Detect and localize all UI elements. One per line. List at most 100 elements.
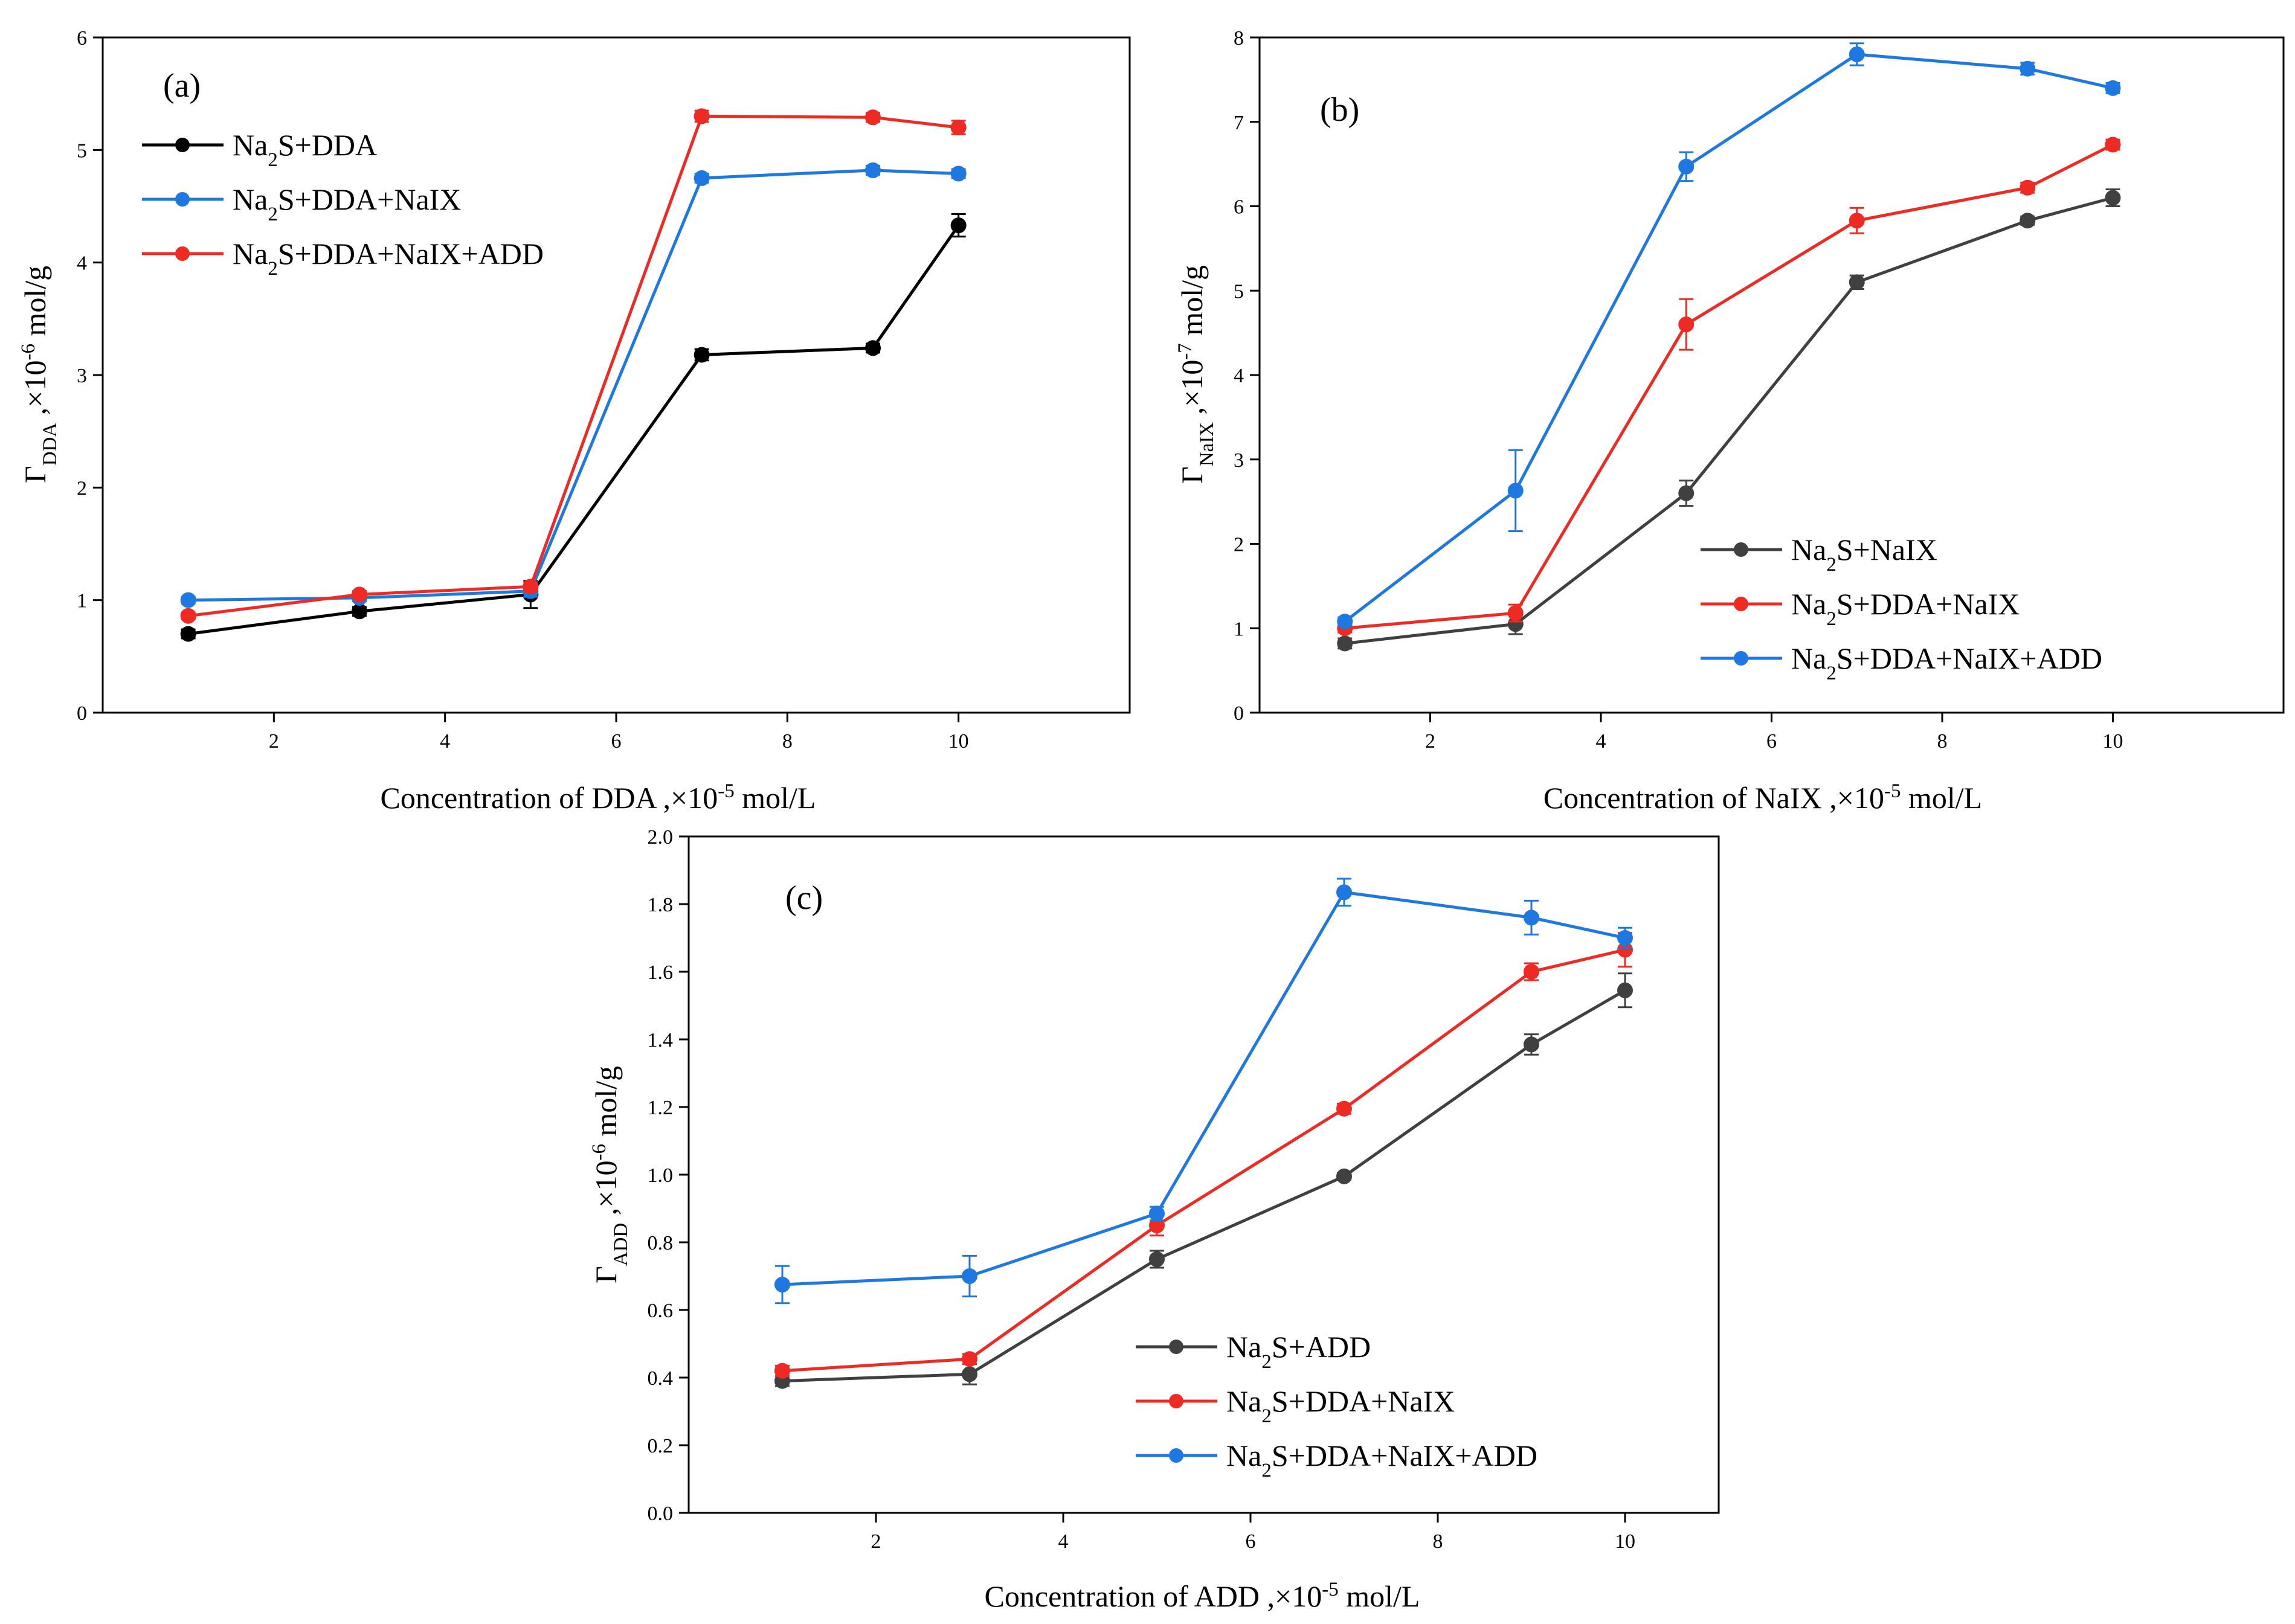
data-point	[962, 1351, 977, 1367]
legend-swatch-marker	[1169, 1448, 1183, 1463]
data-point	[865, 109, 881, 126]
x-tick-label: 6	[611, 730, 622, 753]
legend-label: Na2S+DDA+NaIX	[1791, 587, 2020, 630]
y-tick-label: 0.0	[648, 1503, 674, 1525]
series-line	[782, 989, 1626, 1383]
data-point	[865, 340, 881, 356]
data-point	[1678, 316, 1695, 333]
x-tick-label: 8	[782, 730, 793, 753]
y-tick-label: 0.6	[648, 1300, 674, 1322]
data-point	[2105, 136, 2121, 153]
y-tick-label: 4	[77, 252, 87, 275]
legend: Na2S+ADD Na2S+DDA+NaIX Na2S+DDA+NaIX+ADD	[1136, 1330, 1537, 1481]
data-point	[2020, 179, 2036, 196]
panel-label: (a)	[163, 67, 201, 104]
legend-entry: Na2S+NaIX	[1701, 533, 1937, 576]
legend-label: Na2S+DDA+NaIX+ADD	[1791, 641, 2102, 684]
data-point	[962, 1268, 977, 1284]
legend-swatch-marker	[175, 138, 190, 152]
y-tick-label: 2.0	[648, 826, 674, 849]
y-tick-label: 6	[1234, 196, 1244, 219]
data-point	[2020, 213, 2036, 229]
y-tick-label: 7	[1234, 112, 1244, 134]
series-line	[782, 890, 1626, 1286]
legend-label: Na2S+DDA+NaIX	[1226, 1384, 1455, 1427]
data-point	[1149, 1205, 1165, 1222]
series-Na2S+ADD	[774, 972, 1633, 1389]
data-point	[180, 626, 196, 642]
y-tick-label: 5	[1234, 280, 1244, 303]
legend: Na2S+NaIX Na2S+DDA+NaIX Na2S+DDA+NaIX+ADD	[1701, 533, 2102, 684]
data-point	[774, 1362, 790, 1379]
y-tick-label: 1.8	[648, 894, 674, 916]
series-Na2S+DDA+NaIX+ADD	[774, 878, 1633, 1305]
x-axis-label: Concentration of DDA ,×10-5 mol/L	[381, 780, 816, 815]
y-tick-label: 1.4	[648, 1029, 674, 1051]
legend-entry: Na2S+DDA	[142, 128, 377, 171]
data-point	[1336, 1100, 1352, 1117]
data-point	[774, 1277, 790, 1292]
data-point	[352, 603, 367, 620]
data-point	[1617, 930, 1633, 946]
data-point	[1678, 158, 1695, 175]
series-line	[188, 114, 959, 618]
series-Na2S+DDA+NaIX+ADD	[1337, 42, 2121, 630]
x-tick-label: 6	[1246, 1530, 1256, 1553]
data-point	[523, 579, 539, 595]
y-tick-label: 0	[77, 702, 87, 725]
x-tick-label: 2	[1425, 730, 1435, 753]
y-tick-label: 4	[1234, 365, 1244, 387]
data-point	[1849, 213, 1865, 229]
data-point	[1617, 982, 1633, 998]
data-point	[2105, 80, 2121, 96]
legend-swatch-marker	[1734, 542, 1748, 557]
data-point	[1849, 274, 1865, 290]
legend-entry: Na2S+DDA+NaIX+ADD	[1701, 641, 2102, 684]
x-axis-label: Concentration of ADD ,×10-5 mol/L	[985, 1579, 1420, 1613]
series-line	[782, 948, 1626, 1373]
data-point	[950, 120, 967, 136]
y-tick-label: 2	[77, 477, 87, 499]
data-point	[1849, 46, 1865, 62]
data-point	[1507, 483, 1524, 499]
legend-swatch-marker	[1169, 1394, 1183, 1408]
data-point	[694, 170, 710, 186]
y-tick-label: 1.2	[648, 1097, 674, 1119]
legend: Na2S+DDA Na2S+DDA+NaIX Na2S+DDA+NaIX+ADD	[142, 128, 544, 280]
x-tick-label: 10	[948, 730, 969, 753]
y-axis-label: ΓNaIX ,×10-7 mol/g	[1174, 265, 1218, 484]
series-Na2S+DDA+NaIX	[1337, 136, 2121, 637]
legend-entry: Na2S+DDA+NaIX	[1701, 587, 2020, 630]
data-point	[1149, 1251, 1165, 1267]
data-point	[180, 608, 196, 624]
y-tick-label: 0.2	[648, 1435, 674, 1457]
legend-swatch-marker	[1169, 1340, 1183, 1354]
data-point	[1524, 964, 1539, 980]
series-Na2S+DDA+NaIX+ADD	[180, 108, 967, 624]
legend-swatch-marker	[175, 192, 190, 207]
x-tick-label: 10	[2103, 730, 2123, 753]
panel-a: 0 1 2 3 4 5 6 2 4 6 8 10 Concentration of DDA ,×10-5…	[18, 27, 1131, 815]
panel-label: (b)	[1320, 91, 1359, 129]
y-tick-label: 5	[77, 140, 87, 162]
data-point	[1336, 1168, 1352, 1184]
y-tick-label: 3	[77, 365, 87, 387]
y-tick-label: 1.6	[648, 961, 674, 984]
legend-label: Na2S+DDA+NaIX	[233, 182, 461, 225]
x-tick-label: 10	[1615, 1530, 1635, 1553]
series-line	[1345, 143, 2114, 630]
y-tick-label: 1.0	[648, 1164, 674, 1187]
y-tick-label: 0.8	[648, 1232, 674, 1254]
data-point	[2105, 190, 2121, 206]
data-point	[694, 347, 710, 363]
legend-entry: Na2S+DDA+NaIX+ADD	[1136, 1439, 1537, 1481]
data-point	[694, 108, 710, 124]
legend-swatch-marker	[1734, 651, 1748, 666]
x-tick-label: 6	[1766, 730, 1777, 753]
legend-entry: Na2S+DDA+NaIX	[142, 182, 461, 225]
data-point	[950, 217, 967, 234]
data-point	[962, 1366, 977, 1382]
legend-entry: Na2S+ADD	[1136, 1330, 1371, 1373]
legend-swatch-marker	[1734, 597, 1748, 611]
